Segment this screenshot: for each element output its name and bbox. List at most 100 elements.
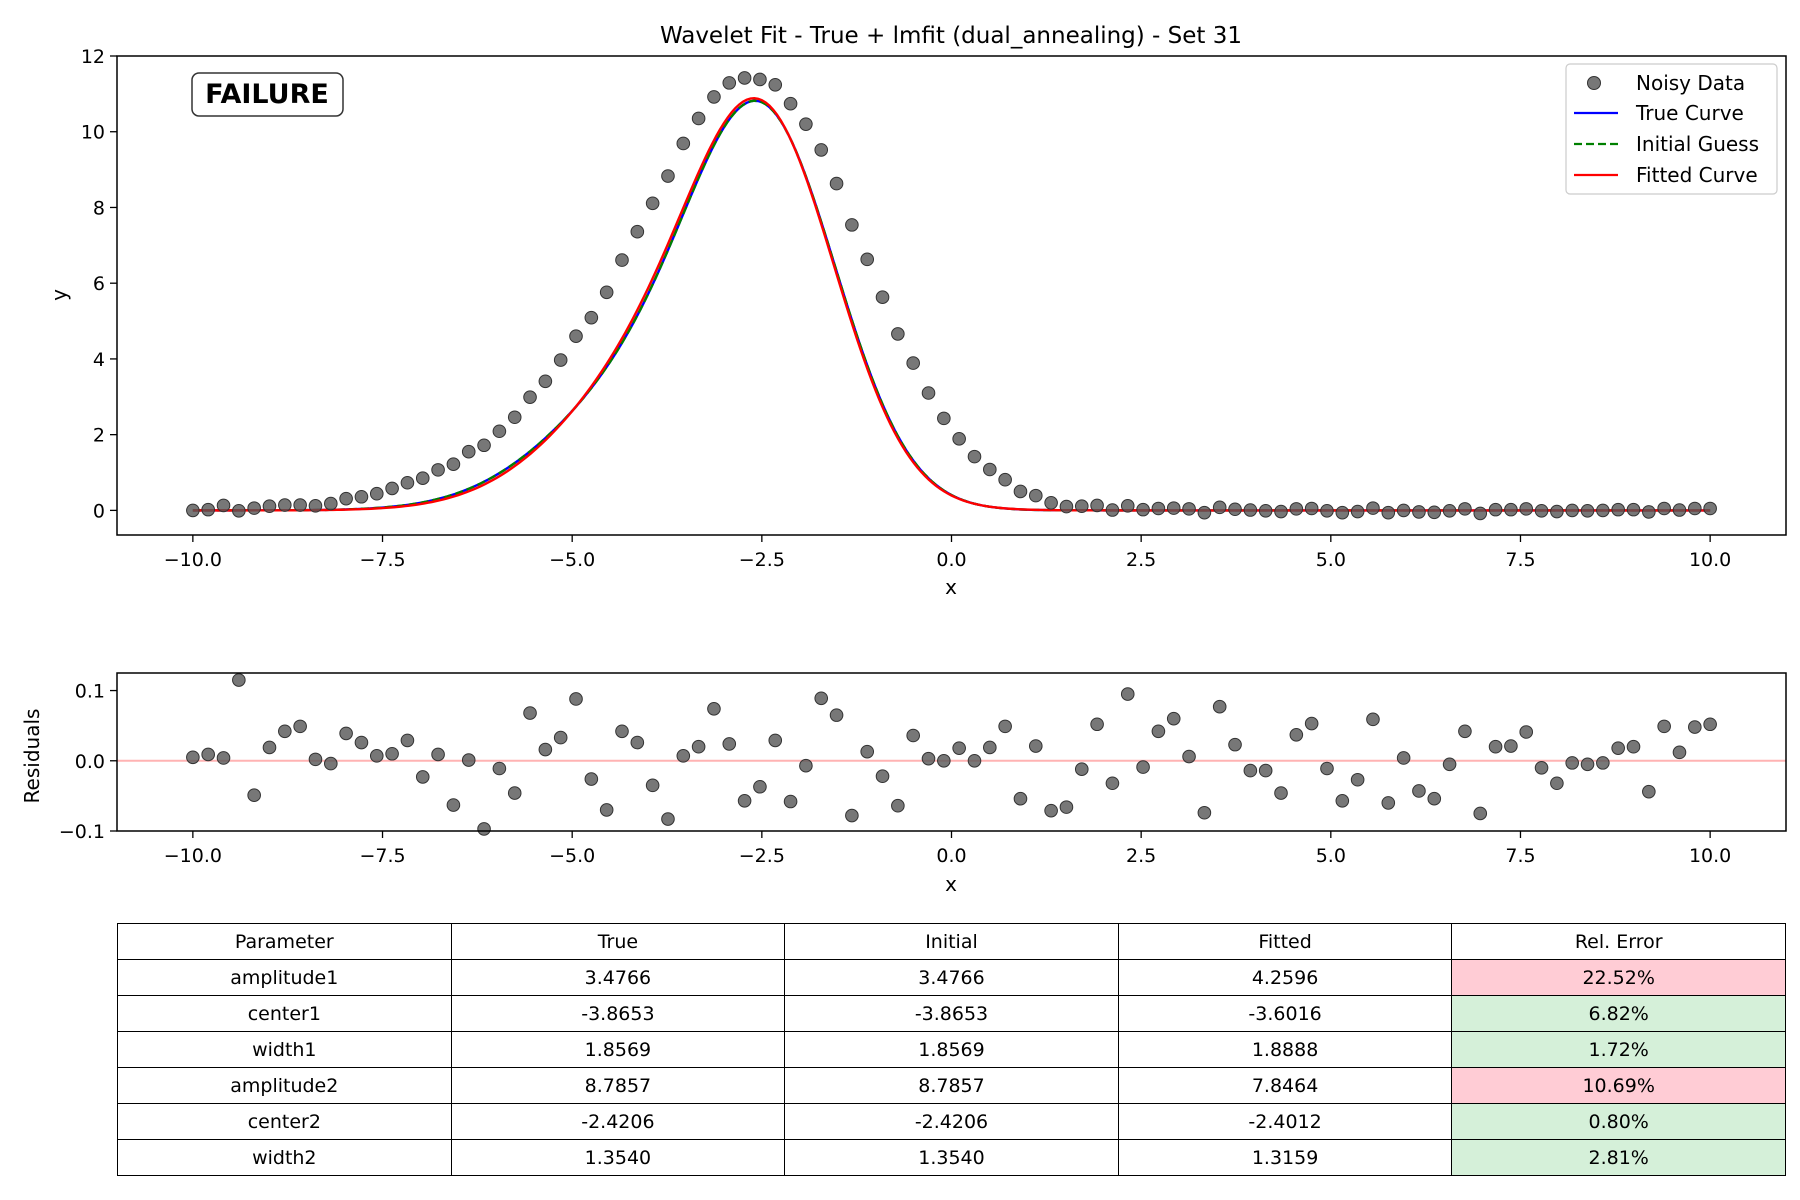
data-point [232,503,246,518]
data-point [967,449,982,464]
data-point [630,224,645,239]
residual-point [799,758,813,773]
parameter-table: Parameter True Initial Fitted Rel. Error… [117,923,1786,1176]
residual-point [477,822,491,836]
residual-point [553,730,568,745]
table-header-cell: Initial [784,923,1119,960]
data-point [262,499,277,514]
residual-point [630,735,645,750]
data-point [1657,501,1671,516]
data-point [1059,499,1074,514]
data-point [216,498,231,513]
data-point [1688,501,1702,516]
data-point [645,196,660,211]
x-tick-label: 2.5 [1126,549,1156,571]
data-point [201,502,215,517]
data-point [1289,502,1304,516]
failure-annotation: FAILURE [191,72,344,117]
residual-point [845,808,859,823]
residual-point [400,733,415,748]
residual-point [339,726,353,741]
residual-point [1458,724,1472,739]
residual-point [1120,687,1135,701]
x-tick-label: −5.0 [549,845,595,867]
data-point [1320,503,1334,518]
residual-point [1396,751,1411,765]
data-point [676,136,691,151]
residual-point [186,750,200,765]
residual-point [569,692,583,706]
data-point [1381,505,1396,520]
table-cell: -2.4206 [784,1103,1119,1140]
residual-point [1197,805,1212,820]
data-point [1136,502,1150,517]
x-tick-label: 5.0 [1316,845,1346,867]
residual-point [783,794,798,809]
legend-item-initial-guess: Initial Guess [1574,132,1759,156]
residual-point [937,753,951,768]
residual-point [1642,784,1656,799]
residual-point [1028,739,1043,753]
data-point [1565,503,1579,518]
residual-point [983,740,997,755]
residual-point [1044,803,1058,818]
x-tick-label: −7.5 [359,549,405,571]
data-point [753,72,767,87]
data-point [1013,484,1028,499]
residual-point [1550,776,1564,791]
table-cell: -3.8653 [450,995,786,1032]
table-row: amplitude2 8.7857 8.7857 7.8464 10.69% [117,1067,1786,1104]
legend-item-true-curve: True Curve [1574,101,1744,125]
residuals-x-axis: −10.0 −7.5 −5.0 −2.5 0.0 2.5 5.0 7.5 10.0 [164,831,1731,867]
data-point [369,486,384,501]
residual-point [216,751,231,765]
data-point [1258,503,1273,518]
table-row: center1 -3.8653 -3.8653 -3.6016 6.82% [117,995,1786,1032]
main-plot-frame [116,55,1787,536]
residual-point [599,803,614,817]
residuals-y-axis: −0.1 0.0 0.1 [59,681,117,843]
residual-point [1580,757,1595,772]
data-point [814,143,829,157]
data-point [186,503,200,518]
x-tick-label: −2.5 [739,845,785,867]
residual-point [1182,749,1196,764]
x-tick-label: 10.0 [1689,549,1731,571]
data-point [1120,499,1135,513]
residual-point [354,735,369,750]
data-point [921,386,936,400]
residual-point [584,772,599,786]
data-point [1427,505,1442,520]
residuals-plot-marks [117,673,1786,836]
legend-label-true-curve: True Curve [1635,101,1744,125]
residual-point [1013,791,1028,806]
data-point [1212,500,1227,515]
residual-point [232,673,246,687]
residual-point [415,770,430,784]
residual-point [1059,800,1074,814]
table-cell: 8.7857 [784,1067,1119,1104]
table-row: width1 1.8569 1.8569 1.8888 1.72% [117,1031,1786,1068]
data-point [937,411,951,426]
table-cell: 7.8464 [1117,1067,1453,1104]
residual-point [1151,724,1166,739]
residual-point [906,728,920,743]
residual-point [1412,784,1426,798]
table-cell: 4.2596 [1117,959,1453,996]
y-tick-label: 8 [93,197,105,219]
residual-point [1320,761,1334,776]
residual-point [707,702,721,716]
residual-point [1473,806,1488,821]
data-point [247,501,261,515]
residual-point [722,737,737,751]
rel-error-cell: 2.81% [1451,1139,1786,1176]
data-point [1611,502,1625,517]
data-point [431,463,445,477]
legend-label-fitted-curve: Fitted Curve [1636,163,1758,187]
data-point [599,285,614,300]
table-cell: -2.4206 [450,1103,786,1140]
x-tick-label: 7.5 [1505,549,1535,571]
table-cell: 3.4766 [784,959,1119,996]
data-point [1335,505,1350,520]
data-point [1642,505,1656,519]
